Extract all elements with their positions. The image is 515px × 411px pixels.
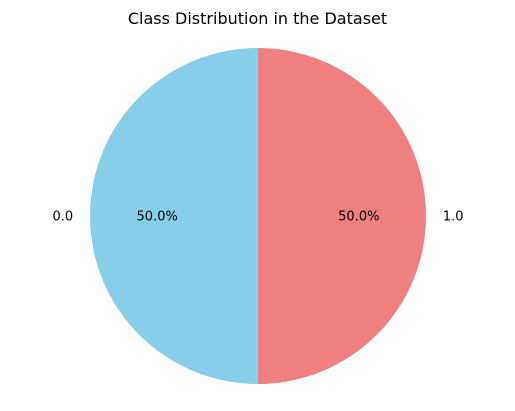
pct-label-1-0: 50.0% bbox=[338, 210, 379, 225]
slice-label-1-0: 1.0 bbox=[443, 210, 464, 225]
pct-label-0-0: 50.0% bbox=[137, 210, 178, 225]
pie-slices bbox=[90, 48, 426, 384]
slice-label-0-0: 0.0 bbox=[53, 210, 74, 225]
pie-labels: 50.0% 0.0 50.0% 1.0 bbox=[53, 210, 464, 225]
pie-slice-1-0 bbox=[258, 48, 426, 384]
pie-slice-0-0 bbox=[90, 48, 258, 384]
chart-title: Class Distribution in the Dataset bbox=[128, 9, 387, 28]
